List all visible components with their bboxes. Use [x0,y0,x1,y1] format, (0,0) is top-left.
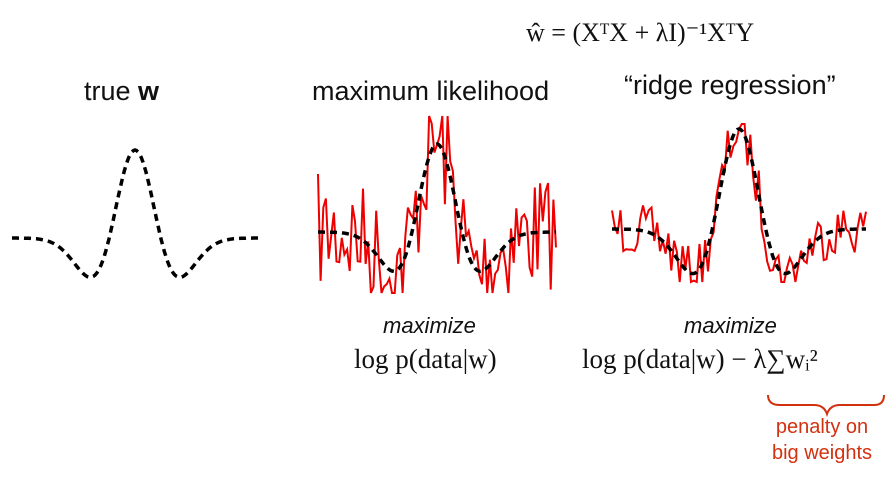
ridge-estimate-curve [611,123,867,284]
title-prefix: true [84,76,139,106]
ridge-objective: log p(data|w) − λ∑wᵢ² [582,344,818,374]
true-weights-curve [12,148,258,280]
panel-title-maximum-likelihood: maximum likelihood [312,76,550,106]
annotation-line-1: penalty on [775,416,869,438]
panel-title-ridge-regression: “ridge regression” [624,70,836,100]
ridge-solution-formula: ŵ = (XᵀX + λI)⁻¹XᵀY [526,18,755,47]
title-bold-w: w [138,76,160,106]
panel-title-true-w: true w [84,76,159,107]
annotation-line-2: big weights [771,442,873,464]
ml-objective: log p(data|w) [354,344,497,374]
penalty-brace [767,394,885,418]
penalty-annotation: penalty on big weights [760,414,884,466]
ml-maximize-label: maximize [383,313,476,338]
ridge-maximize-label: maximize [684,313,777,338]
ridge-true-overlay-curve [612,127,866,276]
ml-true-overlay-curve [318,142,556,274]
